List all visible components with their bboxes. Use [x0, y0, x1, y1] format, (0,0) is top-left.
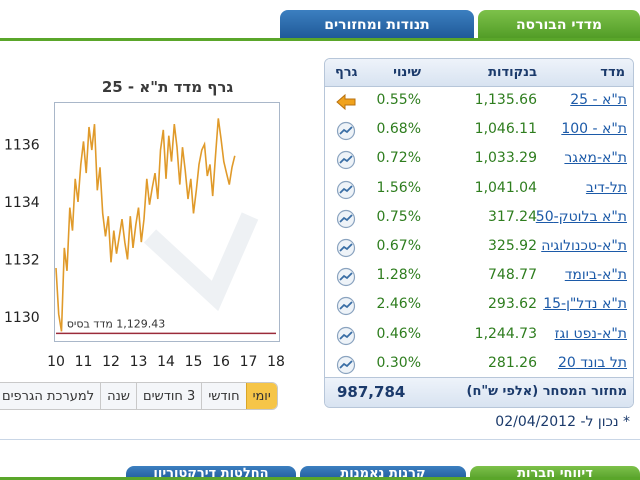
- x-tick-label: 16: [212, 354, 230, 370]
- x-tick-label: 10: [47, 354, 65, 370]
- index-series-line: [55, 118, 236, 332]
- chart-icon[interactable]: [335, 121, 357, 141]
- index-change: 0.75%: [376, 208, 421, 225]
- index-points: 1,041.04: [474, 179, 537, 196]
- header-graph: גרף: [335, 65, 358, 80]
- table-row: ת"א נדל"ן-15 293.62 2.46%: [325, 292, 633, 321]
- chart-icon[interactable]: [335, 326, 357, 346]
- x-tick-label: 18: [267, 354, 285, 370]
- x-tick-label: 11: [75, 354, 93, 370]
- index-link[interactable]: ת"א - 100: [561, 121, 627, 138]
- tab-board-decisions[interactable]: החלטות דירקטוריון: [126, 466, 296, 480]
- chart-icon[interactable]: [335, 238, 357, 258]
- index-link[interactable]: ת"א-טכנולוגיה: [541, 238, 627, 254]
- tab-company-reports[interactable]: דיווחי חברות: [470, 466, 640, 480]
- table-row: תל-דיב 1,041.04 1.56%: [325, 176, 633, 205]
- chart-icon[interactable]: [335, 180, 357, 200]
- chart-icon[interactable]: [335, 296, 357, 316]
- index-change: 0.55%: [376, 92, 421, 108]
- tab-underline: [0, 38, 640, 41]
- header-index: מדד: [600, 65, 625, 80]
- range-monthly-button[interactable]: חודשי: [201, 383, 245, 409]
- index-points: 1,135.66: [474, 92, 537, 108]
- table-row: ת"א - 25 1,135.66 0.55%: [325, 88, 633, 117]
- range-selector: יומי חודשי 3 חודשים שנה למערכת הגרפים: [0, 382, 278, 410]
- y-tick-label: 1136: [4, 137, 40, 153]
- arrow-left-icon[interactable]: [335, 92, 357, 112]
- base-label: 1,129.43 מדד בסיס: [67, 317, 166, 330]
- tab-mutual-funds[interactable]: קרנות נאמנות: [300, 466, 466, 480]
- table-header: מדד בנקודות שינוי גרף: [325, 59, 633, 87]
- index-points: 293.62: [488, 296, 537, 313]
- index-link[interactable]: תל בונד 20: [557, 354, 627, 371]
- x-tick-label: 12: [102, 354, 120, 370]
- turnover-footer: מחזור המסחר (אלפי ש"ח) 987,784: [325, 377, 633, 407]
- turnover-label: מחזור המסחר (אלפי ש"ח): [466, 384, 628, 399]
- header-change: שינוי: [393, 65, 421, 80]
- index-points: 317.24: [488, 208, 537, 225]
- index-points: 748.77: [488, 267, 537, 284]
- indices-table: מדד בנקודות שינוי גרף ת"א - 25 1,135.66 0.…: [324, 58, 634, 408]
- index-points: 325.92: [488, 238, 537, 254]
- chart-icon[interactable]: [335, 209, 357, 229]
- y-tick-label: 1130: [4, 310, 40, 326]
- index-change: 0.67%: [376, 238, 421, 254]
- index-link[interactable]: ת"א נדל"ן-15: [543, 296, 627, 313]
- y-tick-label: 1132: [4, 252, 40, 268]
- index-points: 1,244.73: [474, 325, 537, 342]
- updated-date: * נכון ל- 02/04/2012: [495, 414, 630, 430]
- index-points: 1,046.11: [474, 121, 537, 138]
- table-row: ת"א-מאגר 1,033.29 0.72%: [325, 146, 633, 175]
- index-change: 2.46%: [376, 296, 421, 313]
- index-change: 0.72%: [376, 150, 421, 167]
- index-change: 0.30%: [376, 354, 421, 371]
- x-tick-label: 13: [130, 354, 148, 370]
- index-link[interactable]: ת"א בלוטק-50: [535, 208, 627, 225]
- index-link[interactable]: ת"א - 25: [570, 92, 627, 108]
- table-row: תל בונד 20 281.26 0.30%: [325, 351, 633, 380]
- index-change: 0.68%: [376, 121, 421, 138]
- index-link[interactable]: ת"א-נפט וגז: [554, 325, 627, 342]
- indices-panel: [0, 40, 640, 440]
- bottom-tab-underline: [0, 477, 640, 480]
- chart-icon[interactable]: [335, 150, 357, 170]
- tab-market-indices[interactable]: מדדי הבורסה: [478, 10, 640, 40]
- x-tick-label: 17: [240, 354, 258, 370]
- index-points: 1,033.29: [474, 150, 537, 167]
- index-change: 1.28%: [376, 267, 421, 284]
- index-chart: 1,129.43 מדד בסיס 1136 1134 1132 1130 10 11 12 1…: [4, 118, 285, 370]
- header-points: בנקודות: [488, 65, 537, 80]
- turnover-value: 987,784: [337, 383, 406, 401]
- index-link[interactable]: ת"א-ביומד: [564, 267, 627, 284]
- index-points: 281.26: [488, 354, 537, 371]
- index-link[interactable]: תל-דיב: [585, 179, 627, 196]
- table-row: ת"א-טכנולוגיה 325.92 0.67%: [325, 234, 633, 263]
- range-daily-button[interactable]: יומי: [245, 383, 277, 409]
- table-row: ת"א בלוטק-50 317.24 0.75%: [325, 205, 633, 234]
- chart-title: גרף מדד ת"א - 25: [101, 78, 234, 96]
- table-row: ת"א-ביומד 748.77 1.28%: [325, 263, 633, 292]
- index-link[interactable]: ת"א-מאגר: [564, 150, 627, 167]
- range-year-button[interactable]: שנה: [100, 383, 136, 409]
- chart-icon[interactable]: [335, 355, 357, 375]
- table-row: ת"א - 100 1,046.11 0.68%: [325, 117, 633, 146]
- y-tick-label: 1134: [4, 195, 40, 211]
- x-tick-label: 14: [157, 354, 175, 370]
- table-row: ת"א-נפט וגז 1,244.73 0.46%: [325, 322, 633, 351]
- charts-system-link[interactable]: למערכת הגרפים: [0, 383, 100, 409]
- x-tick-label: 15: [185, 354, 203, 370]
- range-3months-button[interactable]: 3 חודשים: [136, 383, 201, 409]
- chart-watermark: [143, 212, 259, 312]
- index-change: 0.46%: [376, 325, 421, 342]
- index-change: 1.56%: [376, 179, 421, 196]
- tab-volatility-turnover[interactable]: תנודות ומחזורים: [280, 10, 474, 40]
- chart-icon[interactable]: [335, 267, 357, 287]
